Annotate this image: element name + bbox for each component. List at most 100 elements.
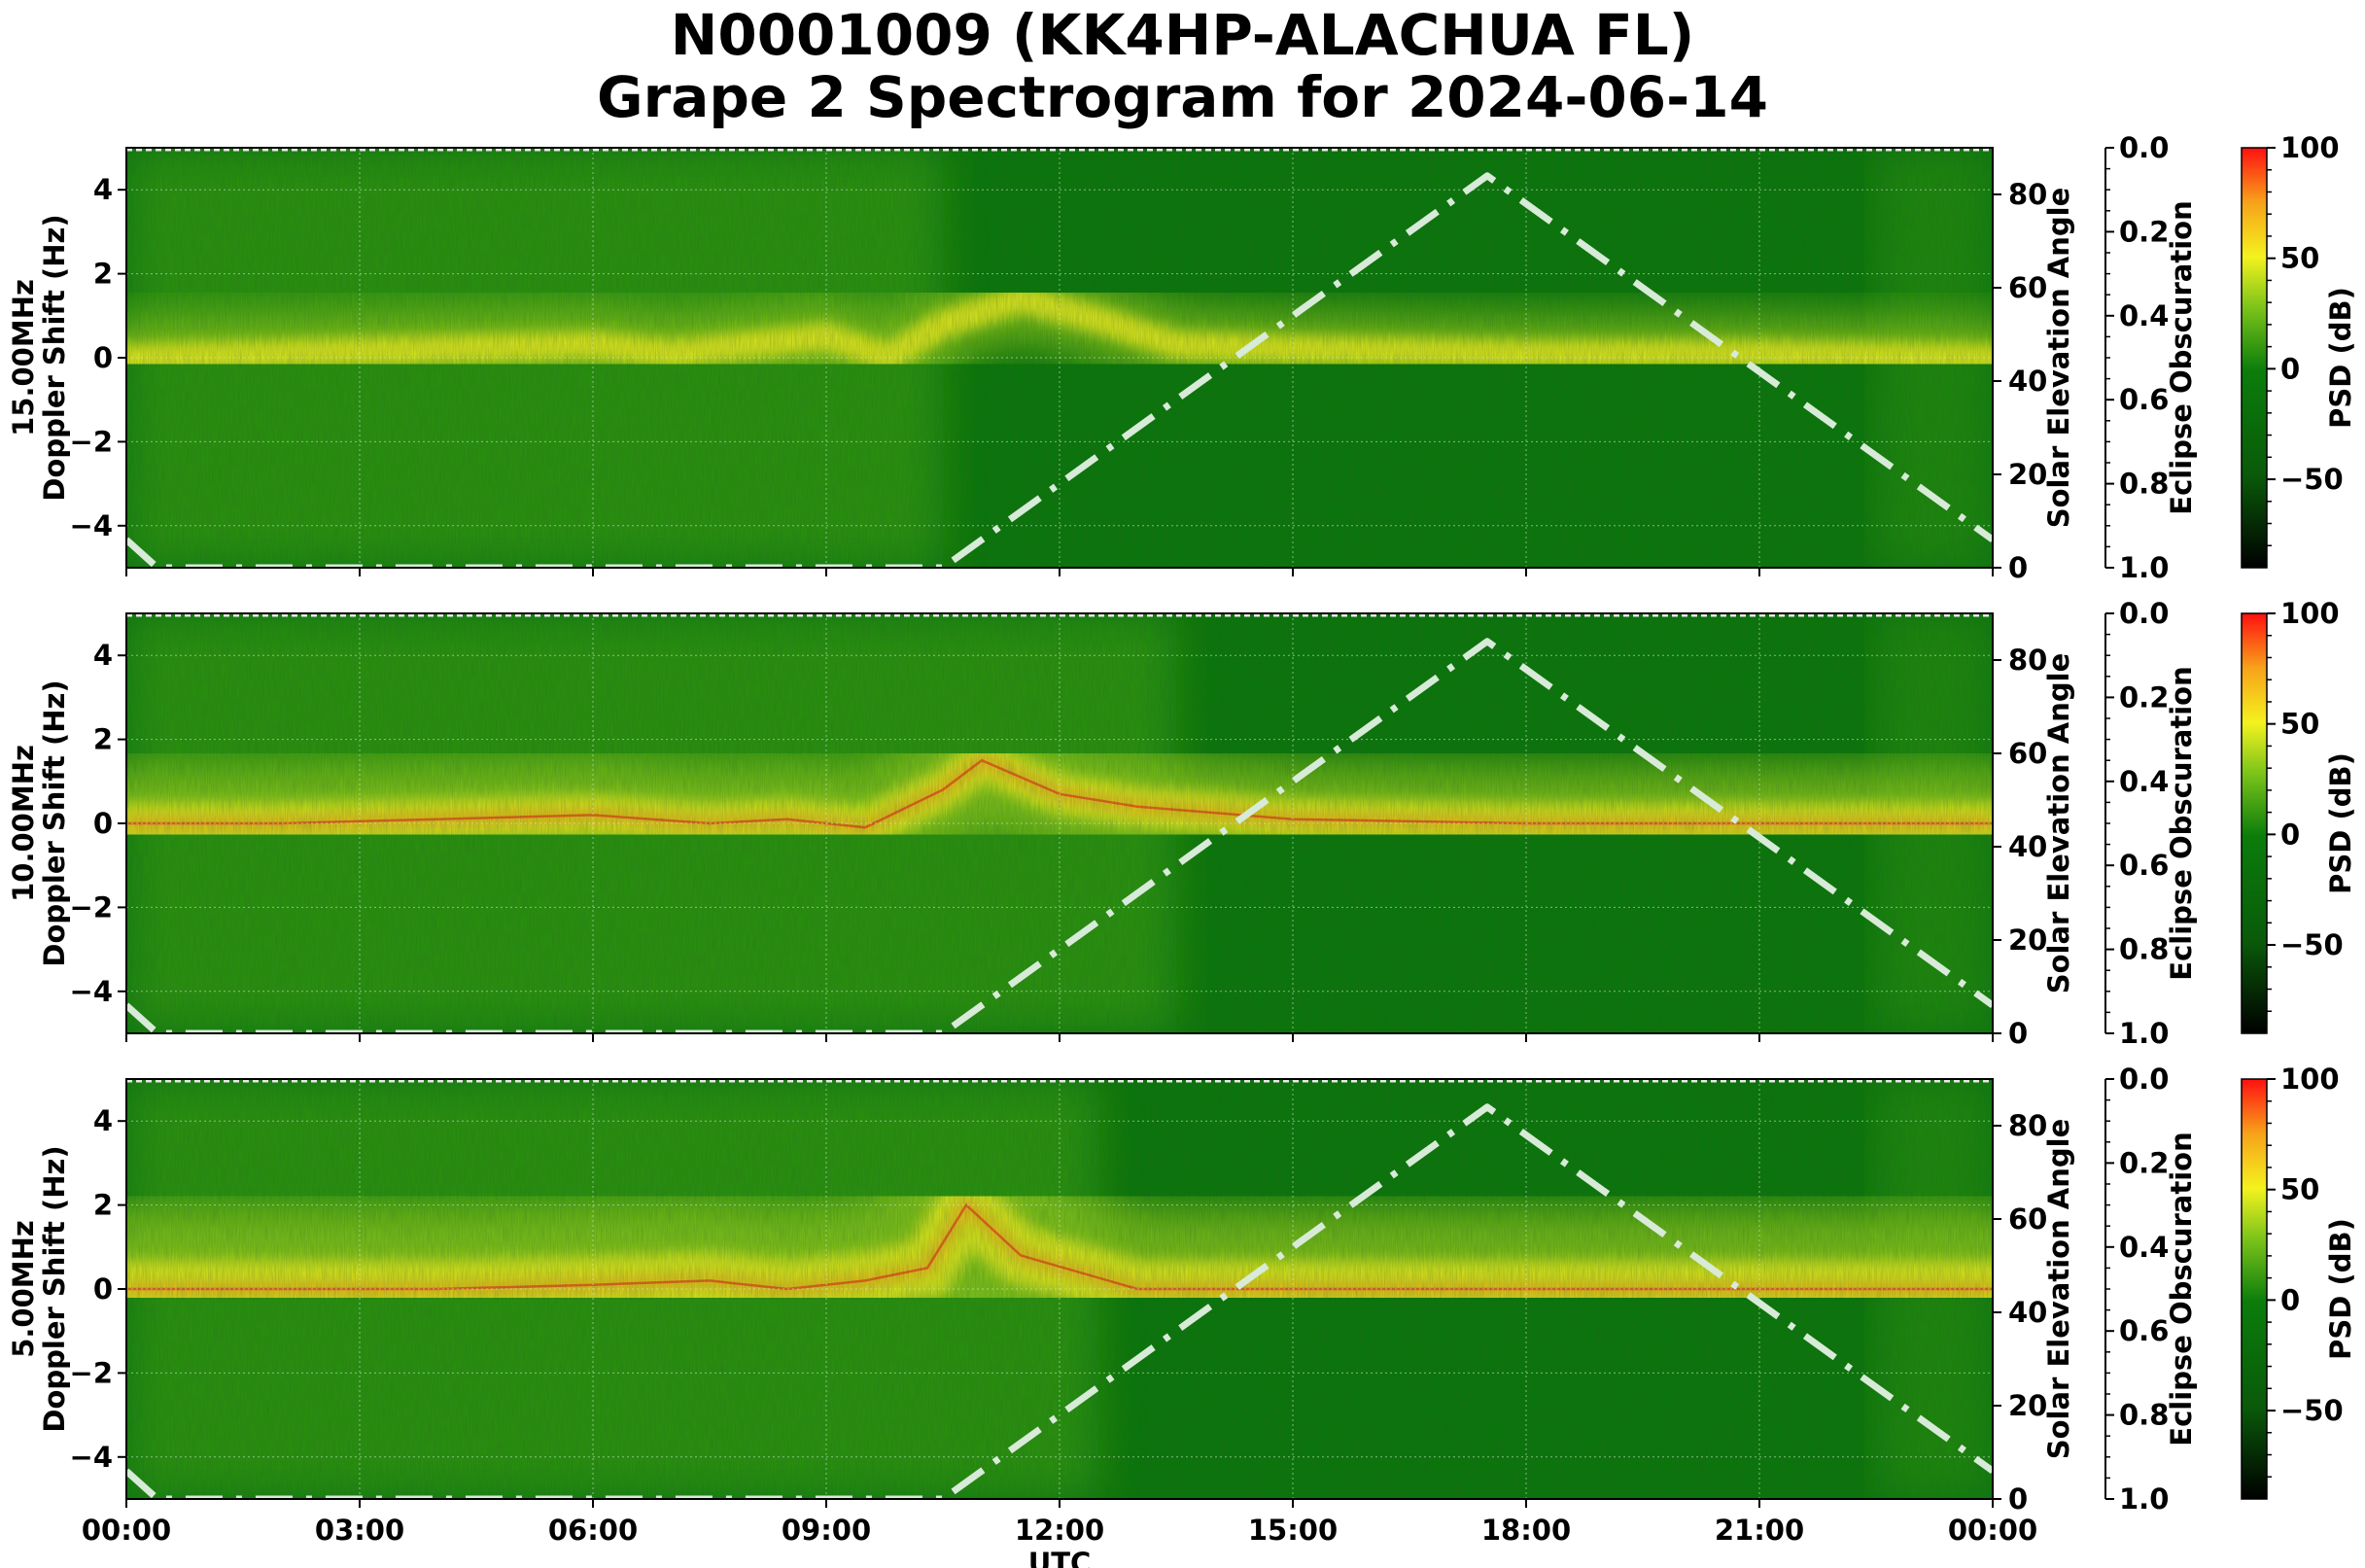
elevation-tick-label: 40 [2008, 365, 2047, 398]
colorbar-tick-label: −50 [2280, 928, 2344, 961]
y-tick-label: 4 [93, 639, 113, 672]
colorbar-label: PSD (dB) [2324, 752, 2357, 894]
elevation-tick-label: 40 [2008, 830, 2047, 863]
elevation-tick-label: 20 [2008, 923, 2047, 957]
solar-elevation-line [126, 638, 1993, 1033]
eclipse-axis-label: Eclipse Obscuration [2165, 1132, 2198, 1446]
eclipse-axis-label: Eclipse Obscuration [2165, 666, 2198, 980]
colorbar-tick-label: 0 [2280, 1283, 2300, 1316]
y-tick-label: 2 [93, 723, 113, 756]
x-axis-label: UTC [1028, 1547, 1092, 1568]
y-tick-label: 0 [93, 341, 113, 374]
elevation-axis-label: Solar Elevation Angle [2042, 653, 2075, 994]
elevation-tick-label: 80 [2008, 644, 2047, 677]
elevation-tick-label: 0 [2008, 1017, 2028, 1050]
colorbar-label: PSD (dB) [2324, 287, 2357, 429]
x-tick-label: 00:00 [82, 1514, 171, 1547]
y-axis-label-doppler: Doppler Shift (Hz) [38, 214, 71, 501]
eclipse-tick-label: 0.8 [2119, 1399, 2169, 1432]
y-tick-label: −4 [70, 509, 113, 542]
eclipse-tick-label: 0.8 [2119, 933, 2169, 966]
x-tick-label: 18:00 [1481, 1514, 1571, 1547]
eclipse-tick-label: 0.4 [2119, 1231, 2169, 1264]
x-tick-label: 09:00 [782, 1514, 871, 1547]
colorbar-tick-label: −50 [2280, 1394, 2344, 1427]
y-tick-label: −2 [70, 1356, 113, 1389]
y-tick-label: 0 [93, 807, 113, 840]
y-tick-label: 4 [93, 1104, 113, 1137]
eclipse-tick-label: 0.6 [2119, 849, 2169, 882]
y-tick-label: 2 [93, 258, 113, 291]
y-tick-label: −4 [70, 975, 113, 1008]
spectrogram-area [126, 1079, 1993, 1499]
eclipse-tick-label: 0.2 [2119, 680, 2169, 714]
eclipse-tick-label: 0.8 [2119, 468, 2169, 501]
y-tick-label: 2 [93, 1189, 113, 1222]
eclipse-tick-label: 0.0 [2119, 597, 2169, 630]
y-axis-label-frequency: 5.00MHz [7, 1220, 40, 1358]
elevation-tick-label: 60 [2008, 737, 2047, 770]
elevation-tick-label: 60 [2008, 271, 2047, 304]
x-tick-label: 21:00 [1715, 1514, 1804, 1547]
y-tick-label: −2 [70, 425, 113, 458]
x-tick-label: 06:00 [548, 1514, 638, 1547]
elevation-tick-label: 20 [2008, 1389, 2047, 1422]
colorbar [2241, 1078, 2268, 1500]
eclipse-tick-label: 0.0 [2119, 1063, 2169, 1096]
colorbar-label: PSD (dB) [2324, 1218, 2357, 1360]
y-tick-label: −2 [70, 890, 113, 923]
elevation-tick-label: 80 [2008, 178, 2047, 211]
elevation-axis-label: Solar Elevation Angle [2042, 1119, 2075, 1460]
x-tick-label: 12:00 [1015, 1514, 1104, 1547]
elevation-tick-label: 40 [2008, 1296, 2047, 1329]
elevation-tick-label: 80 [2008, 1109, 2047, 1142]
x-tick-label: 00:00 [1948, 1514, 2037, 1547]
colorbar-tick-label: −50 [2280, 463, 2344, 496]
elevation-tick-label: 0 [2008, 1482, 2028, 1516]
y-axis-label-frequency: 15.00MHz [7, 279, 40, 436]
colorbar-tick-label: 50 [2280, 708, 2319, 741]
chart-title-line2: Grape 2 Spectrogram for 2024-06-14 [597, 64, 1768, 130]
colorbar-tick-label: 0 [2280, 352, 2300, 385]
elevation-tick-label: 60 [2008, 1202, 2047, 1236]
eclipse-tick-label: 0.2 [2119, 215, 2169, 248]
x-tick-label: 03:00 [315, 1514, 404, 1547]
spectrogram-area [126, 613, 1993, 1033]
spectrogram-area [126, 148, 1993, 568]
x-tick-label: 15:00 [1248, 1514, 1338, 1547]
eclipse-tick-label: 0.6 [2119, 1314, 2169, 1347]
elevation-tick-label: 20 [2008, 458, 2047, 491]
y-axis-label-frequency: 10.00MHz [7, 745, 40, 902]
colorbar-tick-label: 100 [2280, 131, 2340, 164]
eclipse-tick-label: 0.2 [2119, 1146, 2169, 1179]
colorbar-tick-label: 100 [2280, 597, 2340, 630]
colorbar [2241, 612, 2268, 1034]
eclipse-tick-label: 0.4 [2119, 299, 2169, 332]
eclipse-axis-label: Eclipse Obscuration [2165, 200, 2198, 514]
colorbar-tick-label: 50 [2280, 242, 2319, 275]
solar-elevation-line [126, 1103, 1993, 1499]
elevation-axis-label: Solar Elevation Angle [2042, 188, 2075, 529]
colorbar-tick-label: 100 [2280, 1063, 2340, 1096]
eclipse-tick-label: 0.6 [2119, 383, 2169, 416]
colorbar-tick-label: 0 [2280, 818, 2300, 851]
y-axis-label-doppler: Doppler Shift (Hz) [38, 679, 71, 966]
eclipse-tick-label: 1.0 [2119, 1482, 2169, 1516]
solar-elevation-line [126, 172, 1993, 568]
y-tick-label: −4 [70, 1441, 113, 1474]
y-tick-label: 0 [93, 1272, 113, 1306]
eclipse-tick-label: 1.0 [2119, 551, 2169, 584]
eclipse-tick-label: 0.0 [2119, 131, 2169, 164]
y-tick-label: 4 [93, 173, 113, 206]
y-axis-label-doppler: Doppler Shift (Hz) [38, 1145, 71, 1432]
colorbar [2241, 147, 2268, 569]
eclipse-tick-label: 0.4 [2119, 765, 2169, 798]
colorbar-tick-label: 50 [2280, 1173, 2319, 1206]
elevation-tick-label: 0 [2008, 551, 2028, 584]
eclipse-tick-label: 1.0 [2119, 1017, 2169, 1050]
chart-title-line1: N0001009 (KK4HP-ALACHUA FL) [670, 2, 1695, 68]
